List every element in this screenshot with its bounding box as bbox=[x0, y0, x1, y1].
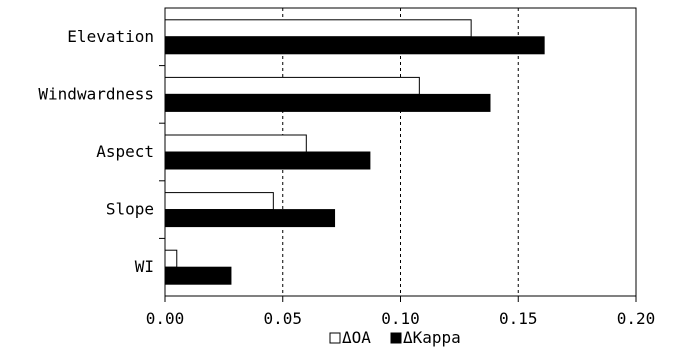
bar-slope-delta-oa bbox=[164, 192, 274, 211]
bar-slope-delta-kappa bbox=[164, 209, 336, 228]
bars bbox=[164, 19, 545, 285]
bar-windwardness-delta-oa bbox=[164, 76, 420, 95]
legend: ΔOA ΔKappa bbox=[329, 328, 461, 347]
category-label-wi: WI bbox=[135, 257, 154, 276]
x-tick-label: 0.15 bbox=[499, 309, 538, 328]
x-tick-label: 0.00 bbox=[146, 309, 185, 328]
legend-label-delta-kappa: ΔKappa bbox=[403, 328, 461, 347]
category-label-slope: Slope bbox=[106, 200, 154, 219]
bar-wi-delta-oa bbox=[164, 249, 178, 268]
legend-label-delta-oa: ΔOA bbox=[342, 328, 371, 347]
x-tick-label: 0.05 bbox=[263, 309, 302, 328]
category-labels: Elevation Windwardness Aspect Slope WI bbox=[38, 27, 154, 276]
category-label-aspect: Aspect bbox=[96, 142, 154, 161]
y-ticks bbox=[159, 65, 165, 239]
legend-swatch-delta-oa bbox=[329, 332, 341, 344]
bar-aspect-delta-oa bbox=[164, 134, 307, 153]
bar-aspect-delta-kappa bbox=[164, 151, 371, 170]
x-tick-label: 0.10 bbox=[381, 309, 420, 328]
category-label-windwardness: Windwardness bbox=[38, 84, 154, 103]
bar-elevation-delta-oa bbox=[164, 19, 472, 38]
x-tick-labels: 0.00 0.05 0.10 0.15 0.20 bbox=[146, 309, 656, 328]
bar-elevation-delta-kappa bbox=[164, 36, 545, 55]
x-ticks bbox=[164, 296, 637, 302]
category-label-elevation: Elevation bbox=[67, 27, 154, 46]
bar-wi-delta-kappa bbox=[164, 266, 232, 285]
x-tick-label: 0.20 bbox=[617, 309, 656, 328]
legend-swatch-delta-kappa bbox=[390, 332, 402, 344]
bar-windwardness-delta-kappa bbox=[164, 93, 491, 112]
